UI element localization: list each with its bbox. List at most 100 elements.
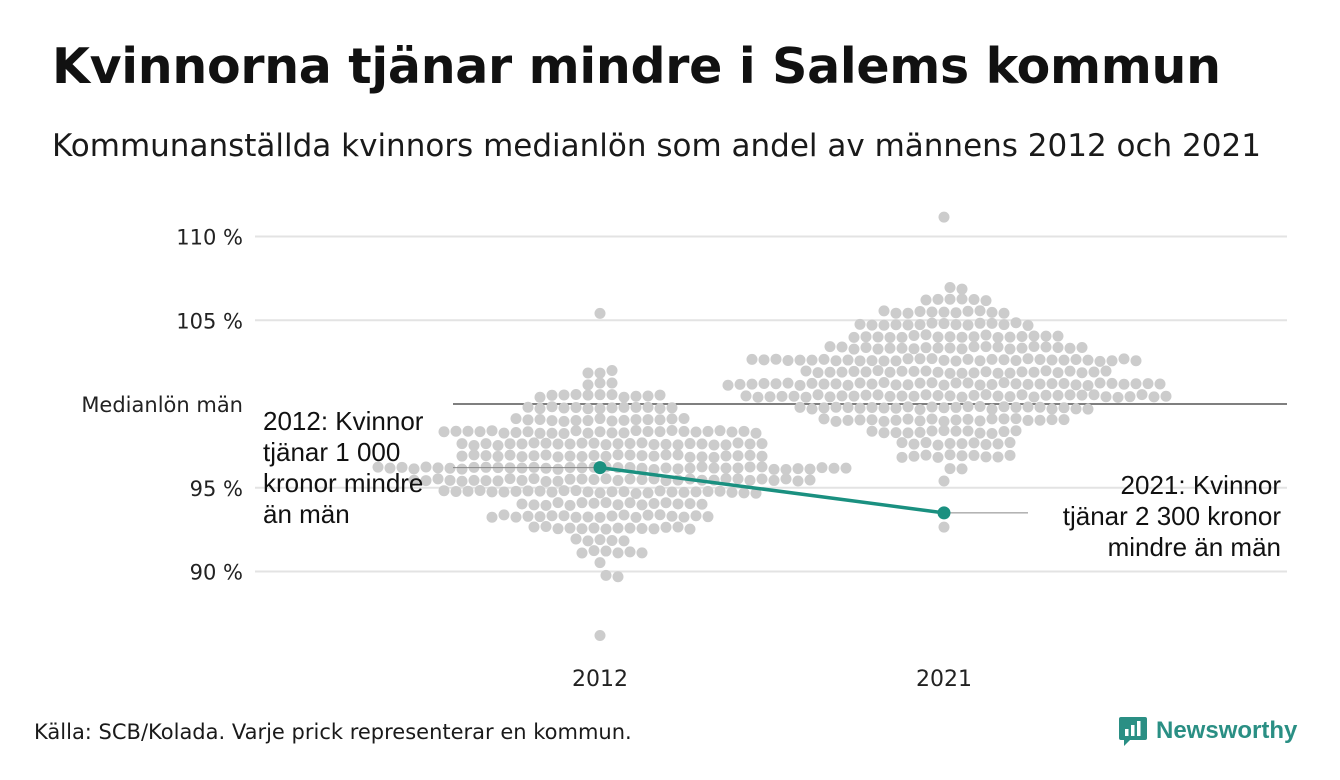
- dot-2021: [878, 415, 890, 427]
- dot-2021: [854, 402, 866, 414]
- dot-2012: [696, 461, 708, 473]
- dot-2012: [522, 401, 534, 413]
- dot-2021: [896, 365, 908, 377]
- dot-2021: [1040, 341, 1052, 353]
- dot-2021: [932, 293, 944, 305]
- dot-2012: [570, 425, 582, 437]
- dot-2021: [1004, 449, 1016, 461]
- dot-2021: [938, 354, 950, 366]
- brand-logo: Newsworthy: [1118, 715, 1297, 747]
- dot-2012: [612, 449, 624, 461]
- dot-2021: [920, 294, 932, 306]
- dot-2021: [884, 331, 896, 343]
- dot-2012: [606, 377, 618, 389]
- dot-2012: [744, 449, 756, 461]
- dot-2012: [594, 534, 606, 546]
- dot-2012: [642, 401, 654, 413]
- dot-2021: [944, 437, 956, 449]
- dot-2012: [618, 391, 630, 403]
- dot-2012: [630, 511, 642, 523]
- dot-2021: [968, 294, 980, 306]
- dot-2021: [824, 391, 836, 403]
- dot-2021: [974, 379, 986, 391]
- dot-2021: [1082, 354, 1094, 366]
- dot-2021: [1100, 365, 1112, 377]
- dot-2021: [776, 390, 788, 402]
- dot-2012: [438, 485, 450, 497]
- dot-2021: [986, 353, 998, 365]
- dot-2012: [642, 487, 654, 499]
- dot-2012: [666, 413, 678, 425]
- dot-2021: [1034, 401, 1046, 413]
- dot-2012: [408, 463, 420, 475]
- dot-2012: [456, 450, 468, 462]
- dot-2021: [842, 414, 854, 426]
- dot-2021: [782, 377, 794, 389]
- dot-2021: [866, 425, 878, 437]
- chart-subtitle: Kommunanställda kvinnors medianlön som a…: [52, 128, 1261, 164]
- dot-2012: [588, 437, 600, 449]
- dot-2012: [432, 462, 444, 474]
- dot-2012: [576, 451, 588, 463]
- dot-2021: [944, 281, 956, 293]
- dot-2021: [980, 295, 992, 307]
- dot-2021: [986, 379, 998, 391]
- dot-2012: [510, 426, 522, 438]
- dot-2021: [788, 390, 800, 402]
- dot-2021: [1004, 391, 1016, 403]
- dot-2012: [666, 402, 678, 414]
- dot-2021: [758, 377, 770, 389]
- dot-2021: [896, 342, 908, 354]
- dot-2012: [600, 569, 612, 581]
- dot-2021: [830, 355, 842, 367]
- dot-2012: [558, 427, 570, 439]
- dot-2021: [752, 391, 764, 403]
- dot-2012: [582, 511, 594, 523]
- dot-2021: [818, 353, 830, 365]
- dot-2012: [630, 414, 642, 426]
- dot-2012: [732, 450, 744, 462]
- dot-2012: [552, 523, 564, 535]
- dot-2012: [612, 499, 624, 511]
- dot-2012: [594, 511, 606, 523]
- dot-2012: [660, 449, 672, 461]
- dot-2021: [1022, 378, 1034, 390]
- dot-2021: [1016, 342, 1028, 354]
- dot-2021: [1052, 389, 1064, 401]
- dot-2012: [612, 522, 624, 534]
- dot-2012: [564, 522, 576, 534]
- dot-2021: [1010, 317, 1022, 329]
- dot-2021: [1004, 331, 1016, 343]
- annotation-2021-line: 2021: Kvinnor: [1121, 470, 1282, 500]
- dot-2021: [944, 390, 956, 402]
- dot-2012: [630, 487, 642, 499]
- dot-2021: [962, 413, 974, 425]
- dot-2021: [914, 305, 926, 317]
- dot-2012: [684, 438, 696, 450]
- dot-2012: [678, 486, 690, 498]
- dot-2012: [648, 497, 660, 509]
- dot-2021: [932, 439, 944, 451]
- dot-2021: [974, 401, 986, 413]
- brand-name: Newsworthy: [1156, 717, 1298, 744]
- dot-2021: [926, 353, 938, 365]
- dot-2021: [986, 306, 998, 318]
- dot-2021: [980, 329, 992, 341]
- dot-2012: [636, 499, 648, 511]
- dot-2012: [594, 307, 606, 319]
- dot-2021: [938, 306, 950, 318]
- dot-2012: [624, 473, 636, 485]
- dot-2012: [522, 510, 534, 522]
- dot-2012: [486, 425, 498, 437]
- dot-2021: [872, 365, 884, 377]
- dot-2021: [896, 390, 908, 402]
- dot-2012: [750, 487, 762, 499]
- dot-2021: [950, 425, 962, 437]
- source-note: Källa: SCB/Kolada. Varje prick represent…: [34, 720, 632, 744]
- dot-2021: [914, 319, 926, 331]
- annotation-2012-line: 2012: Kvinnor: [263, 406, 424, 436]
- dot-2012: [696, 451, 708, 463]
- dot-2021: [1046, 354, 1058, 366]
- dot-2021: [884, 366, 896, 378]
- dot-2012: [654, 389, 666, 401]
